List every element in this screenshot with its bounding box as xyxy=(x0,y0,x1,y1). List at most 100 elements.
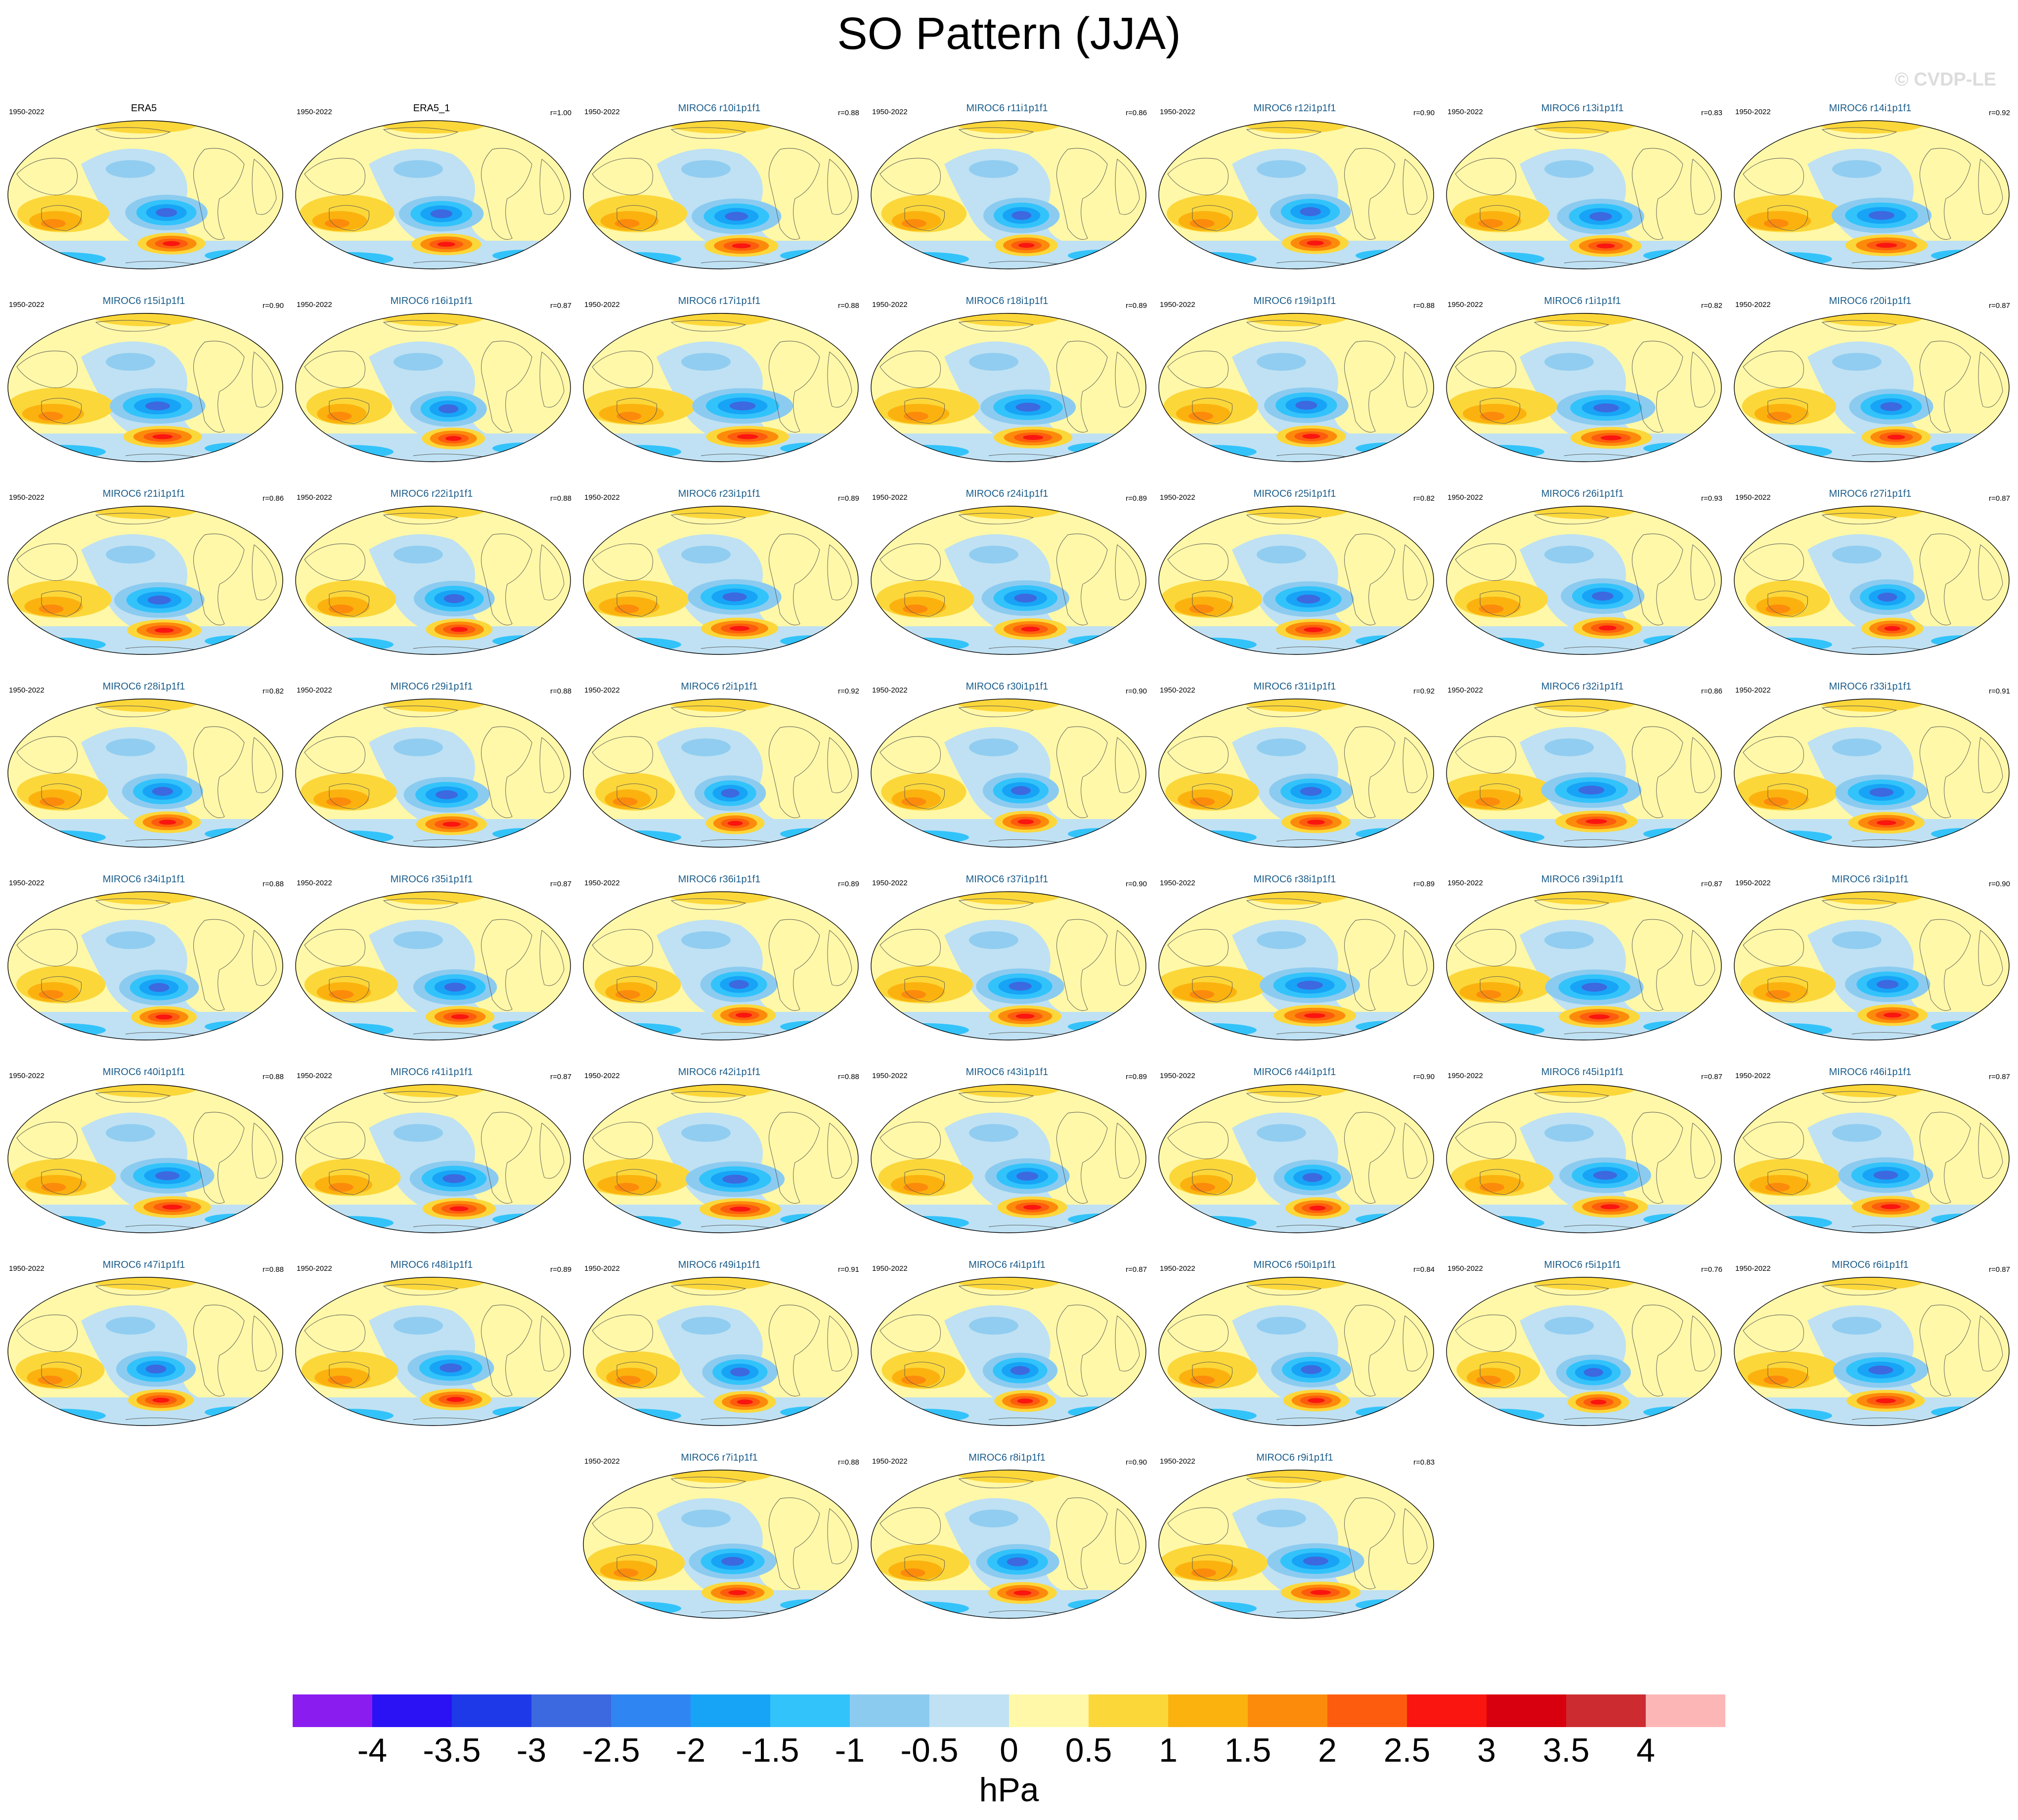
panel-title: MIROC6 r31i1p1f1 xyxy=(1253,681,1336,692)
pattern-map xyxy=(583,313,859,462)
pattern-map xyxy=(1446,698,1722,848)
panel-correlation: r=0.92 xyxy=(838,687,859,695)
panel-correlation: r=0.87 xyxy=(1701,880,1722,888)
panel-years: 1950-2022 xyxy=(1448,1072,1483,1080)
panel-years: 1950-2022 xyxy=(297,879,332,887)
panel-correlation: r=0.89 xyxy=(1126,302,1147,310)
panel-title: MIROC6 r39i1p1f1 xyxy=(1541,874,1624,885)
map-panel: 1950-2022 MIROC6 r5i1p1f1 r=0.76 xyxy=(1441,1255,1724,1440)
panel-years: 1950-2022 xyxy=(1160,1264,1195,1273)
panel-correlation: r=0.89 xyxy=(1413,880,1435,888)
panel-correlation: r=0.82 xyxy=(263,687,284,695)
pattern-map xyxy=(295,313,571,462)
colorbar-tick-label: -0.5 xyxy=(900,1732,959,1769)
pattern-map xyxy=(1446,891,1722,1040)
pattern-map xyxy=(295,891,571,1040)
colorbar-tick-label: -3 xyxy=(516,1732,547,1769)
colorbar-tick-label: 1 xyxy=(1159,1732,1178,1769)
pattern-map xyxy=(7,698,283,848)
map-panel: 1950-2022 MIROC6 r32i1p1f1 r=0.86 xyxy=(1441,676,1724,862)
panel-years: 1950-2022 xyxy=(297,1264,332,1273)
panel-correlation: r=0.87 xyxy=(1126,1265,1147,1274)
panel-correlation: r=0.88 xyxy=(263,1073,284,1081)
panel-years: 1950-2022 xyxy=(584,493,620,502)
panel-correlation: r=0.76 xyxy=(1701,1265,1722,1274)
panel-years: 1950-2022 xyxy=(1735,879,1771,887)
panel-years: 1950-2022 xyxy=(872,1457,908,1466)
panel-correlation: r=0.88 xyxy=(838,1073,859,1081)
panel-correlation: r=0.83 xyxy=(1413,1458,1435,1467)
panel-correlation: r=0.89 xyxy=(1126,1073,1147,1081)
panel-years: 1950-2022 xyxy=(584,301,620,309)
panel-years: 1950-2022 xyxy=(1160,108,1195,116)
panel-correlation: r=0.88 xyxy=(838,1458,859,1467)
panel-title: MIROC6 r30i1p1f1 xyxy=(965,681,1049,692)
map-panel: 1950-2022 MIROC6 r37i1p1f1 r=0.90 xyxy=(865,869,1149,1055)
panel-correlation: r=0.87 xyxy=(1701,1073,1722,1081)
panel-title: MIROC6 r9i1p1f1 xyxy=(1256,1452,1333,1463)
panel-correlation: r=0.88 xyxy=(838,302,859,310)
panel-years: 1950-2022 xyxy=(584,1457,620,1466)
map-panel: 1950-2022 MIROC6 r21i1p1f1 r=0.86 xyxy=(2,483,286,669)
panel-title: MIROC6 r22i1p1f1 xyxy=(390,488,473,499)
map-panel: 1950-2022 MIROC6 r46i1p1f1 r=0.87 xyxy=(1728,1062,2012,1248)
panel-correlation: r=0.89 xyxy=(1126,494,1147,503)
panel-years: 1950-2022 xyxy=(584,686,620,694)
panel-title: MIROC6 r24i1p1f1 xyxy=(965,488,1049,499)
pattern-map xyxy=(7,313,283,462)
pattern-map xyxy=(871,313,1146,462)
panel-years: 1950-2022 xyxy=(297,108,332,116)
map-panel: 1950-2022 MIROC6 r15i1p1f1 r=0.90 xyxy=(2,291,286,477)
pattern-map xyxy=(583,1277,859,1426)
panel-correlation: r=0.84 xyxy=(1413,1265,1435,1274)
map-panel: 1950-2022 MIROC6 r24i1p1f1 r=0.89 xyxy=(865,483,1149,669)
panel-correlation: r=0.90 xyxy=(263,302,284,310)
colorbar-swatch xyxy=(1248,1694,1328,1727)
map-panel: 1950-2022 MIROC6 r36i1p1f1 r=0.89 xyxy=(577,869,861,1055)
map-panel: 1950-2022 MIROC6 r48i1p1f1 r=0.89 xyxy=(290,1255,573,1440)
colorbar-tick-label: -1.5 xyxy=(741,1732,799,1769)
panel-correlation: r=0.90 xyxy=(1126,1458,1147,1467)
colorbar-swatch xyxy=(531,1694,612,1727)
panel-title: ERA5_1 xyxy=(413,103,450,114)
panel-title: MIROC6 r17i1p1f1 xyxy=(678,296,761,306)
map-panel: 1950-2022 MIROC6 r16i1p1f1 r=0.87 xyxy=(290,291,573,477)
colorbar-tick-label: -2 xyxy=(675,1732,706,1769)
panel-years: 1950-2022 xyxy=(9,1072,44,1080)
map-panel: 1950-2022 ERA5_1 r=1.00 xyxy=(290,98,573,284)
colorbar-tick-label: -2.5 xyxy=(582,1732,640,1769)
panel-title: ERA5 xyxy=(131,103,157,114)
map-panel: 1950-2022 MIROC6 r20i1p1f1 r=0.87 xyxy=(1728,291,2012,477)
panel-title: MIROC6 r19i1p1f1 xyxy=(1253,296,1336,306)
map-panel: 1950-2022 MIROC6 r1i1p1f1 r=0.82 xyxy=(1441,291,1724,477)
panel-correlation: r=0.88 xyxy=(263,880,284,888)
panel-years: 1950-2022 xyxy=(1160,879,1195,887)
colorbar-unit-label: hPa xyxy=(979,1771,1039,1809)
panel-years: 1950-2022 xyxy=(297,1072,332,1080)
panel-title: MIROC6 r12i1p1f1 xyxy=(1253,103,1336,114)
colorbar-tick-label: 4 xyxy=(1636,1732,1655,1769)
pattern-map xyxy=(7,506,283,655)
panel-years: 1950-2022 xyxy=(9,108,44,116)
pattern-map xyxy=(7,1277,283,1426)
panel-years: 1950-2022 xyxy=(9,879,44,887)
panel-title: MIROC6 r18i1p1f1 xyxy=(965,296,1049,306)
panel-years: 1950-2022 xyxy=(872,1072,908,1080)
panel-correlation: r=0.90 xyxy=(1126,687,1147,695)
colorbar-swatch xyxy=(611,1694,691,1727)
panel-correlation: r=0.86 xyxy=(263,494,284,503)
panel-title: MIROC6 r16i1p1f1 xyxy=(390,296,473,306)
map-panel: 1950-2022 MIROC6 r44i1p1f1 r=0.90 xyxy=(1153,1062,1437,1248)
panel-correlation: r=0.89 xyxy=(838,880,859,888)
colorbar-swatch xyxy=(691,1694,771,1727)
pattern-map xyxy=(1734,313,2010,462)
panel-title: MIROC6 r26i1p1f1 xyxy=(1541,488,1624,499)
pattern-map xyxy=(1734,120,2010,269)
panel-title: MIROC6 r8i1p1f1 xyxy=(968,1452,1046,1463)
panel-years: 1950-2022 xyxy=(1448,879,1483,887)
panel-correlation: r=0.87 xyxy=(550,880,571,888)
pattern-map xyxy=(1734,698,2010,848)
map-panel: 1950-2022 MIROC6 r7i1p1f1 r=0.88 xyxy=(577,1447,861,1633)
map-panel: 1950-2022 MIROC6 r13i1p1f1 r=0.83 xyxy=(1441,98,1724,284)
pattern-map xyxy=(295,506,571,655)
